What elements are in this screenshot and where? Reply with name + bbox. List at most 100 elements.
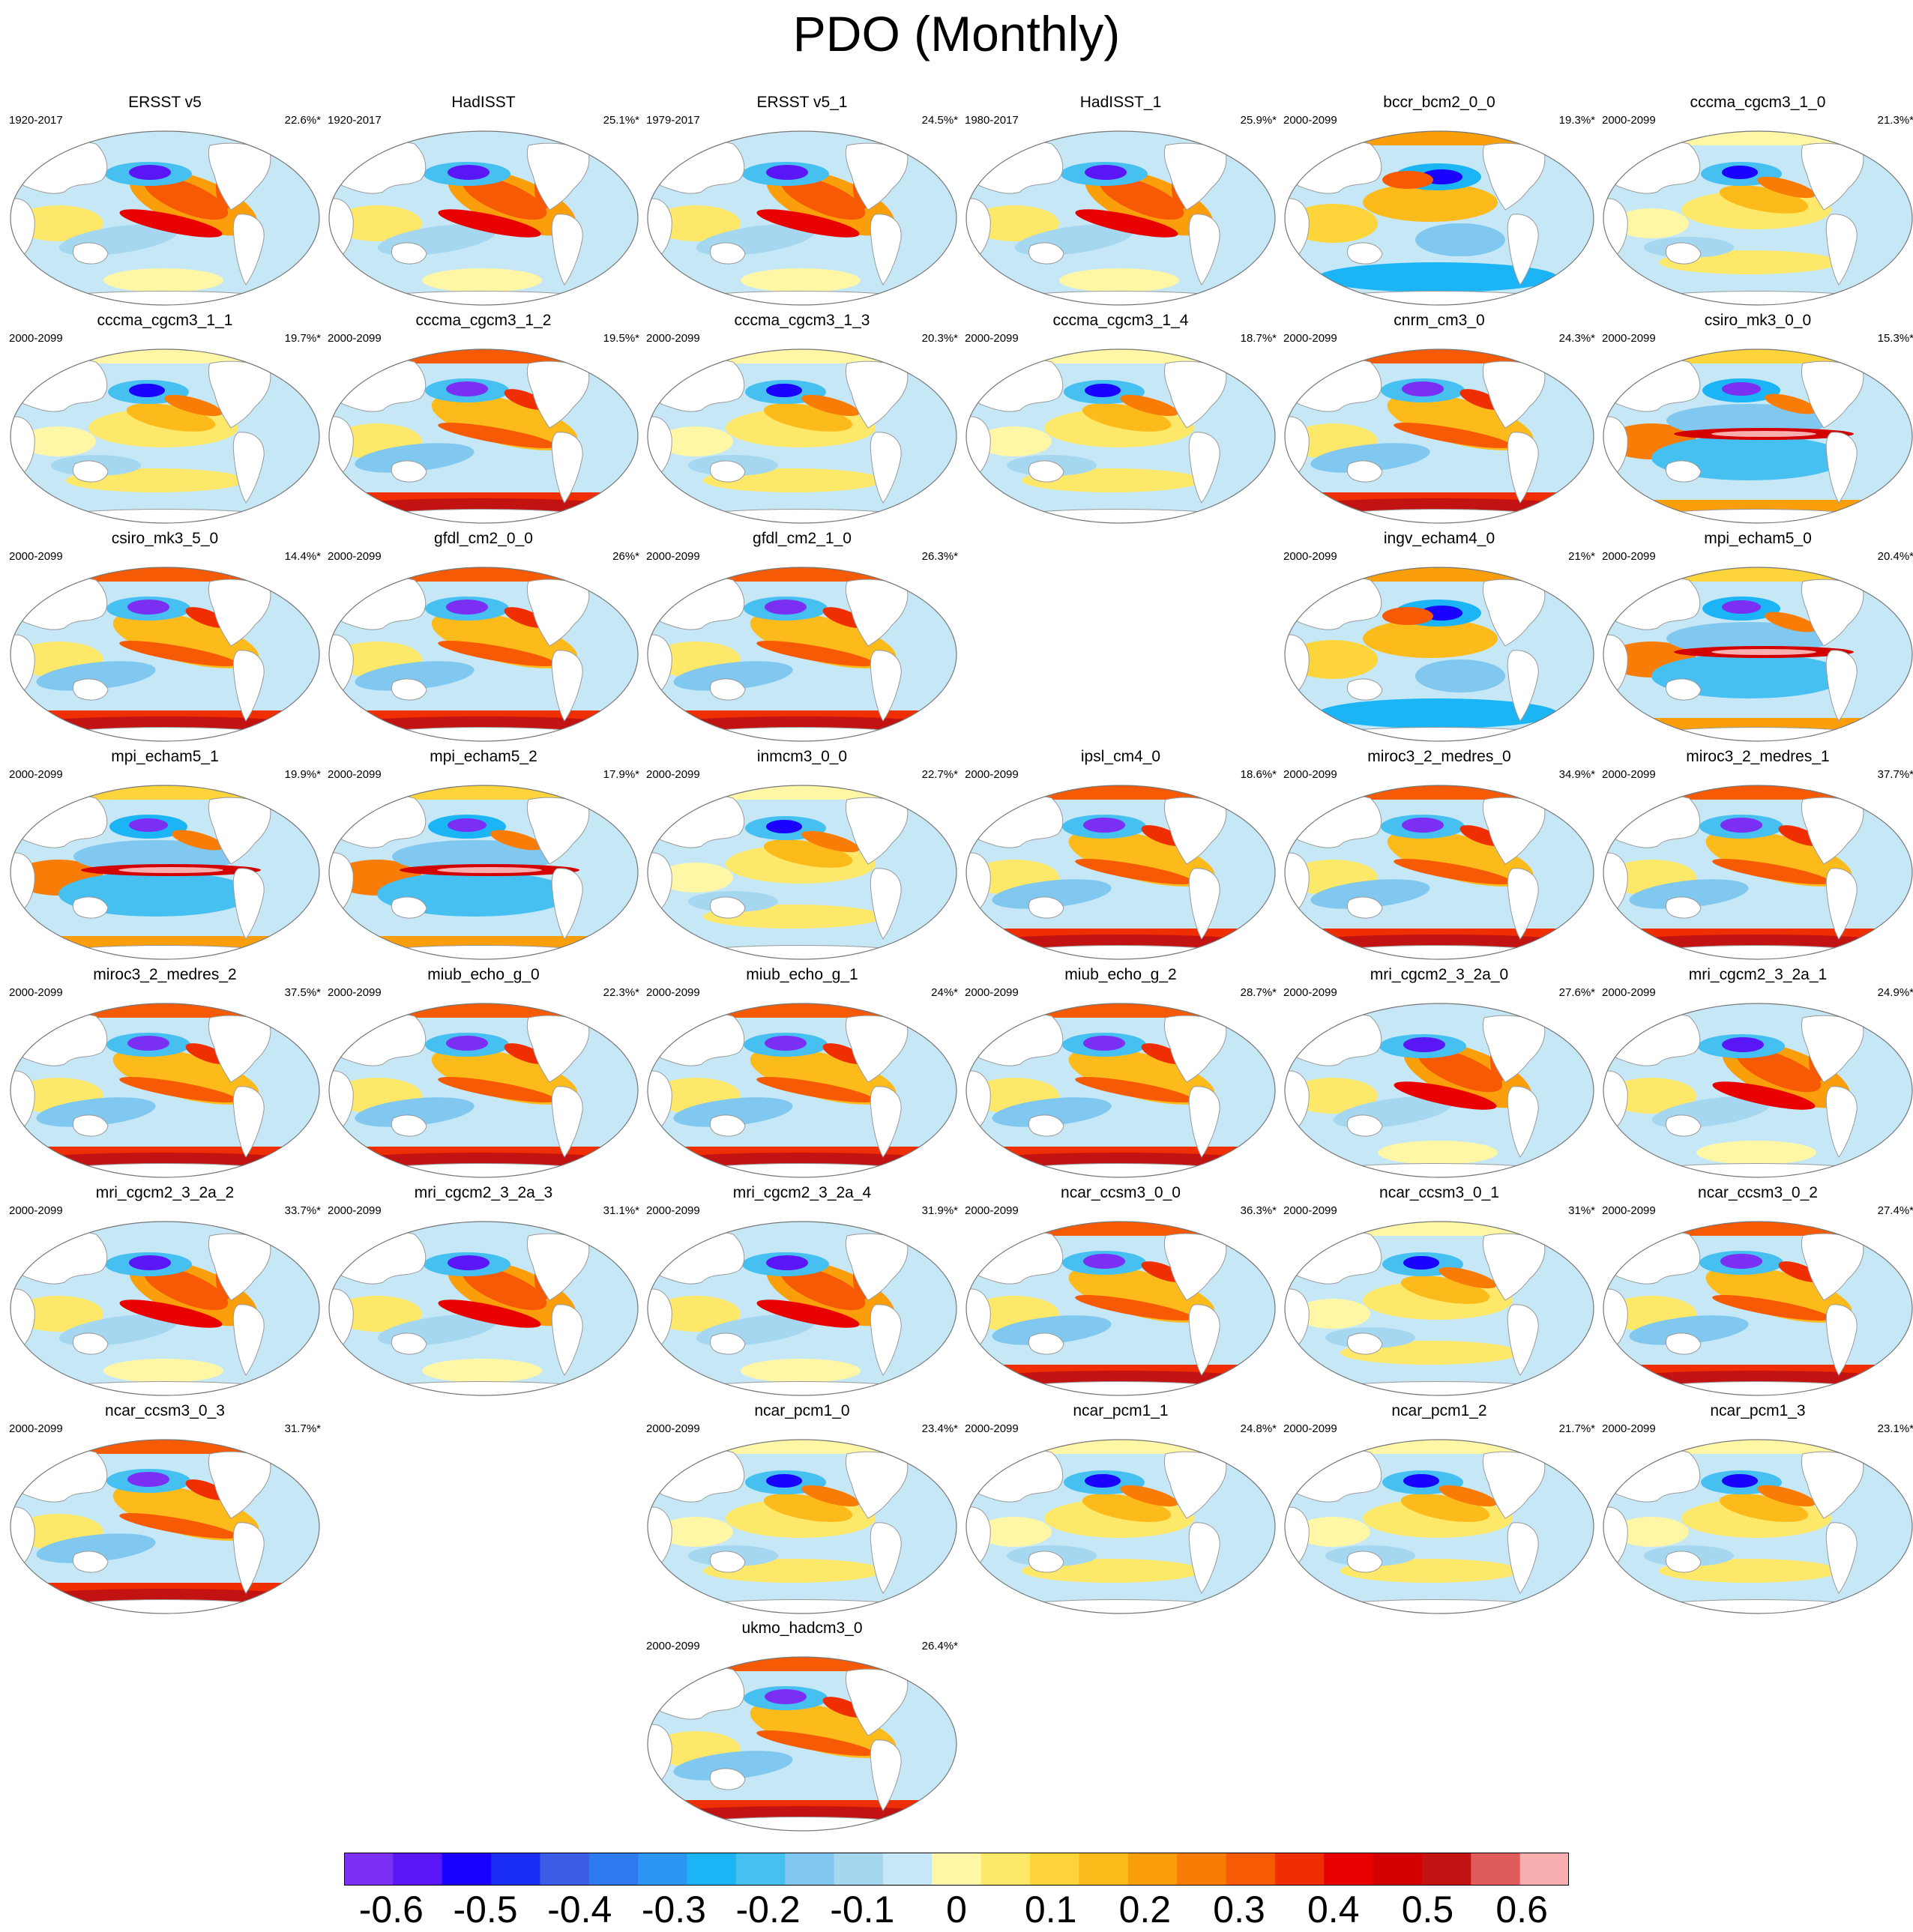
kuroshio-warm [504,1043,547,1064]
land-greenland [1228,1009,1249,1030]
land-south-america [232,650,265,722]
panel-period: 2000-2099 [965,1422,1019,1435]
map-field [965,1003,1276,1178]
tropical-pacific-warm [750,1048,897,1105]
land-antarctica [369,509,598,523]
land-australia [1028,1551,1064,1573]
equatorial-warm [119,1512,238,1539]
map-outline [328,348,639,524]
north-pacific-core [765,600,807,615]
tropical-core [126,403,216,432]
colorbar-swatch [785,1853,835,1886]
north-pacific-core [1085,165,1127,180]
land-south-america [1507,214,1539,286]
map-panel: miub_echo_g_0 2000-2099 22.3%* [325,965,642,1183]
colorbar-tick-label: 0 [946,1889,967,1931]
tropical-pacific-warm [1705,830,1852,887]
panel-variance-pct: 22.6%* [284,114,321,127]
land-south-america [1825,868,1858,940]
equatorial-warm [756,209,860,238]
tropical-pacific-warm [431,1048,578,1105]
land-south-america [232,1522,265,1594]
land-greenland [1228,1228,1249,1248]
land-greenland [1546,791,1567,812]
land-south-america [1188,214,1220,286]
map-field [1603,567,1913,742]
north-pacific-core [446,381,488,396]
land-australia [391,678,427,701]
southern-ocean-core [984,1153,1254,1168]
tropical-pacific-warm [431,612,578,668]
map-outline [1603,1003,1913,1178]
land-australia [72,1332,109,1355]
panel-variance-pct: 24.5%* [921,114,958,127]
south-pacific-cool [355,1097,475,1127]
land-antarctica [50,1381,280,1395]
kuroshio-warm [1459,825,1503,846]
arctic-field [966,1440,1275,1454]
north-pacific-core [1722,1037,1764,1052]
map-outline [1603,348,1913,524]
north-pacific-core [1085,1474,1121,1488]
land-greenland [1865,1009,1886,1030]
panel-period: 2000-2099 [9,1204,63,1217]
south-pacific-cool [1629,1315,1749,1345]
land-antarctica [1643,509,1873,523]
south-pacific-cool [355,443,475,473]
panel-variance-pct: 17.9%* [603,768,639,781]
panel-title: mpi_echam5_0 [1704,530,1812,547]
panel-title: miub_echo_g_1 [746,966,858,983]
tropical-core [143,1266,229,1311]
land-greenland [909,355,930,375]
arctic-field [1603,131,1912,145]
colorbar-tick-label: -0.1 [830,1889,895,1931]
north-pacific-core [766,1474,802,1488]
north-pacific-core [446,1036,488,1051]
panel-variance-pct: 25.1%* [603,114,639,127]
panel-period: 2000-2099 [1602,768,1656,781]
map-field [328,130,639,306]
land-greenland [1865,573,1886,594]
map-outline [965,1003,1276,1178]
kuroshio-warm [490,830,543,851]
map-panel: ncar_ccsm3_0_2 2000-2099 27.4%* [1599,1183,1913,1401]
southern-ocean [1059,268,1179,292]
map-field [328,785,639,960]
map-panel: mpi_echam5_0 2000-2099 20.4%* [1599,529,1913,746]
map-panel: cccma_cgcm3_1_2 2000-2099 19.5%* [325,311,642,528]
map-panel: ncar_ccsm3_0_3 2000-2099 31.7%* [6,1401,324,1619]
south-pacific-cool [992,1315,1112,1345]
panel-variance-pct: 24%* [931,986,958,999]
equatorial-warm [1394,858,1512,885]
land-antarctica [1643,727,1873,741]
southern-ocean [103,1359,223,1383]
southern-ocean-core [28,1153,298,1168]
panel-title: ncar_ccsm3_0_1 [1379,1184,1499,1201]
panel-period: 2000-2099 [646,1422,700,1435]
land-greenland [909,791,930,812]
land-south-america [1188,868,1220,940]
map-panel: ncar_ccsm3_0_1 2000-2099 31%* [1280,1183,1598,1401]
land-australia [709,460,746,483]
north-pacific-core [1402,381,1444,396]
land-greenland [1865,1446,1886,1466]
arctic-field [648,349,956,363]
map-outline [10,567,320,742]
arctic-field [966,349,1275,363]
arctic-field [329,1003,638,1018]
map-field [1603,130,1913,306]
land-south-america [1825,432,1858,504]
map-outline [647,348,957,524]
land-greenland [1546,1446,1567,1466]
north-pacific-core [765,1036,807,1051]
map-outline [965,348,1276,524]
land-australia [1665,896,1702,919]
land-antarctica [369,727,598,741]
arctic-field [966,131,1275,145]
colorbar-swatch [735,1853,786,1886]
panel-variance-pct: 20.3%* [921,332,958,345]
land-south-america [870,1522,902,1594]
map-outline [1284,130,1594,306]
map-outline [647,1439,957,1614]
colorbar-tick-label: 0.4 [1307,1889,1360,1931]
